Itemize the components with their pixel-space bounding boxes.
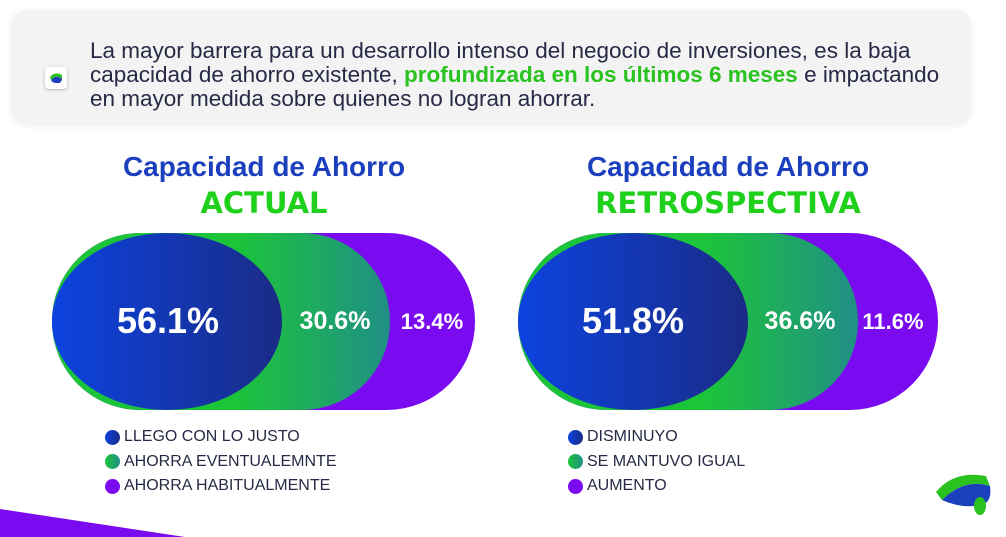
summary-banner: La mayor barrera para un desarrollo inte… (12, 10, 970, 123)
legend-swatch (105, 429, 120, 445)
chart-title-actual: Capacidad de Ahorro (122, 151, 406, 182)
data-label: 30.6% (299, 307, 371, 335)
legend-retrospectiva: DISMINUYO SE MANTUVO IGUAL AUMENTO (568, 425, 745, 499)
legend-swatch (568, 429, 583, 445)
data-label: 56.1% (116, 300, 220, 341)
data-label: 13.4% (400, 309, 464, 334)
legend-item: LLEGO CON LO JUSTO (105, 425, 336, 450)
legend-label: SE MANTUVO IGUAL (587, 452, 746, 470)
legend-swatch (568, 478, 583, 494)
legend-item: AHORRA HABITUALMENTE (105, 474, 336, 499)
summary-text: La mayor barrera para un desarrollo inte… (90, 39, 970, 111)
legend-item: AUMENTO (568, 474, 745, 499)
bubble-llego-con-lo-justo (52, 233, 282, 410)
brand-logo-icon (934, 470, 992, 520)
legend-actual: LLEGO CON LO JUSTO AHORRA EVENTUALEMNTE … (105, 425, 336, 499)
chart-subtitle-retrospectiva: RETROSPECTIVA (595, 186, 861, 220)
decorative-corner-triangle (0, 509, 185, 537)
legend-label: AHORRA HABITUALMENTE (124, 477, 331, 495)
legend-label: DISMINUYO (587, 428, 678, 446)
legend-swatch (568, 454, 583, 470)
legend-label: LLEGO CON LO JUSTO (124, 428, 300, 446)
legend-swatch (105, 454, 120, 470)
chart-title-retrospectiva: Capacidad de Ahorro (586, 151, 870, 182)
brand-logo-icon (45, 67, 67, 89)
summary-text-part: e impactando en mayor medida sobre quien… (90, 62, 940, 111)
summary-highlight: profundizada en los últimos 6 meses (403, 62, 798, 87)
legend-item: AHORRA EVENTUALEMNTE (105, 450, 336, 475)
legend-swatch (105, 478, 120, 494)
summary-text-part: La mayor barrera para un desarrollo inte… (90, 38, 911, 87)
legend-item: DISMINUYO (568, 425, 745, 450)
legend-item: SE MANTUVO IGUAL (568, 450, 745, 475)
data-label: 51.8% (581, 300, 685, 341)
legend-label: AUMENTO (587, 477, 667, 495)
bubble-disminuyo (518, 233, 748, 410)
chart-subtitle-actual: ACTUAL (200, 186, 328, 220)
data-label: 11.6% (862, 309, 924, 334)
legend-label: AHORRA EVENTUALEMNTE (124, 452, 337, 470)
data-label: 36.6% (764, 307, 836, 335)
